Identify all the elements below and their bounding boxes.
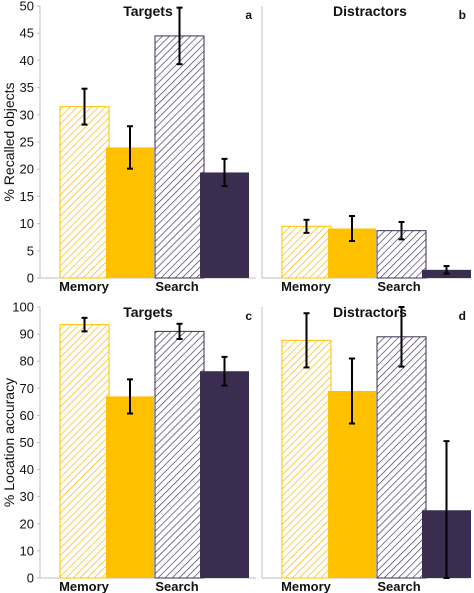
y-tick-label: 15: [20, 189, 34, 204]
y-axis-label: % Recalled objects: [1, 82, 17, 201]
y-tick-label: 40: [20, 53, 34, 68]
chart-panel-d: Memory Search Distractors d: [261, 304, 471, 593]
x-category-label: Memory: [59, 579, 110, 593]
y-tick-label: 20: [20, 162, 34, 177]
panel-label: c: [245, 309, 252, 323]
bar-search-hatched: [154, 35, 205, 279]
y-tick-label: 40: [20, 462, 34, 477]
y-tick-label: 5: [27, 243, 34, 258]
x-category-label: Memory: [281, 279, 332, 294]
x-category-label: Search: [155, 279, 198, 294]
y-tick-label: 0: [27, 571, 34, 586]
y-tick-label: 10: [20, 216, 34, 231]
x-category-label: Memory: [59, 279, 110, 294]
panel-label: a: [245, 8, 252, 22]
y-tick-label: 50: [20, 0, 34, 14]
bar-search-solid: [200, 172, 249, 278]
bar-memory-hatched: [59, 324, 110, 579]
y-tick-label: 35: [20, 80, 34, 95]
bar-search-hatched: [376, 336, 427, 579]
y-tick-label: 70: [20, 381, 34, 396]
y-tick-label: 100: [12, 300, 34, 315]
y-tick-label: 25: [20, 135, 34, 150]
panel-label: b: [459, 8, 466, 22]
chart-panel-b: Memory Search Distractors b: [261, 3, 471, 294]
y-tick-label: 30: [20, 489, 34, 504]
y-tick-label: 45: [20, 26, 34, 41]
y-tick-label: 80: [20, 354, 34, 369]
bar-memory-hatched: [281, 225, 332, 279]
y-tick-label: 20: [20, 516, 34, 531]
y-tick-label: 10: [20, 543, 34, 558]
y-tick-label: 90: [20, 327, 34, 342]
bar-memory-hatched: [281, 339, 332, 579]
x-category-label: Search: [155, 579, 198, 593]
bar-memory-solid: [106, 396, 154, 578]
y-tick-label: 30: [20, 107, 34, 122]
panel-label: d: [459, 309, 466, 323]
x-category-label: Memory: [281, 579, 332, 593]
chart-panel-a: 0 5 10 15 20 25 30 35 40 45 50 Memory Search Targets a…: [1, 0, 256, 294]
panel-title: Distractors: [333, 304, 407, 320]
x-category-label: Search: [377, 279, 420, 294]
bar-search-solid: [200, 371, 249, 578]
y-tick-label: 0: [27, 271, 34, 286]
bar-memory-hatched: [59, 106, 110, 279]
y-axis-label: % Location accuracy: [1, 378, 17, 507]
y-tick-label: 50: [20, 435, 34, 450]
bar-search-hatched: [154, 330, 205, 579]
x-category-label: Search: [377, 579, 420, 593]
y-tick-label: 60: [20, 408, 34, 423]
chart-panel-c: 0 10 20 30 40 50 60 70 80 90 100 Memory Search Target…: [1, 300, 256, 593]
panel-title: Distractors: [333, 3, 407, 19]
panel-title: Targets: [123, 3, 173, 19]
panel-title: Targets: [123, 304, 173, 320]
